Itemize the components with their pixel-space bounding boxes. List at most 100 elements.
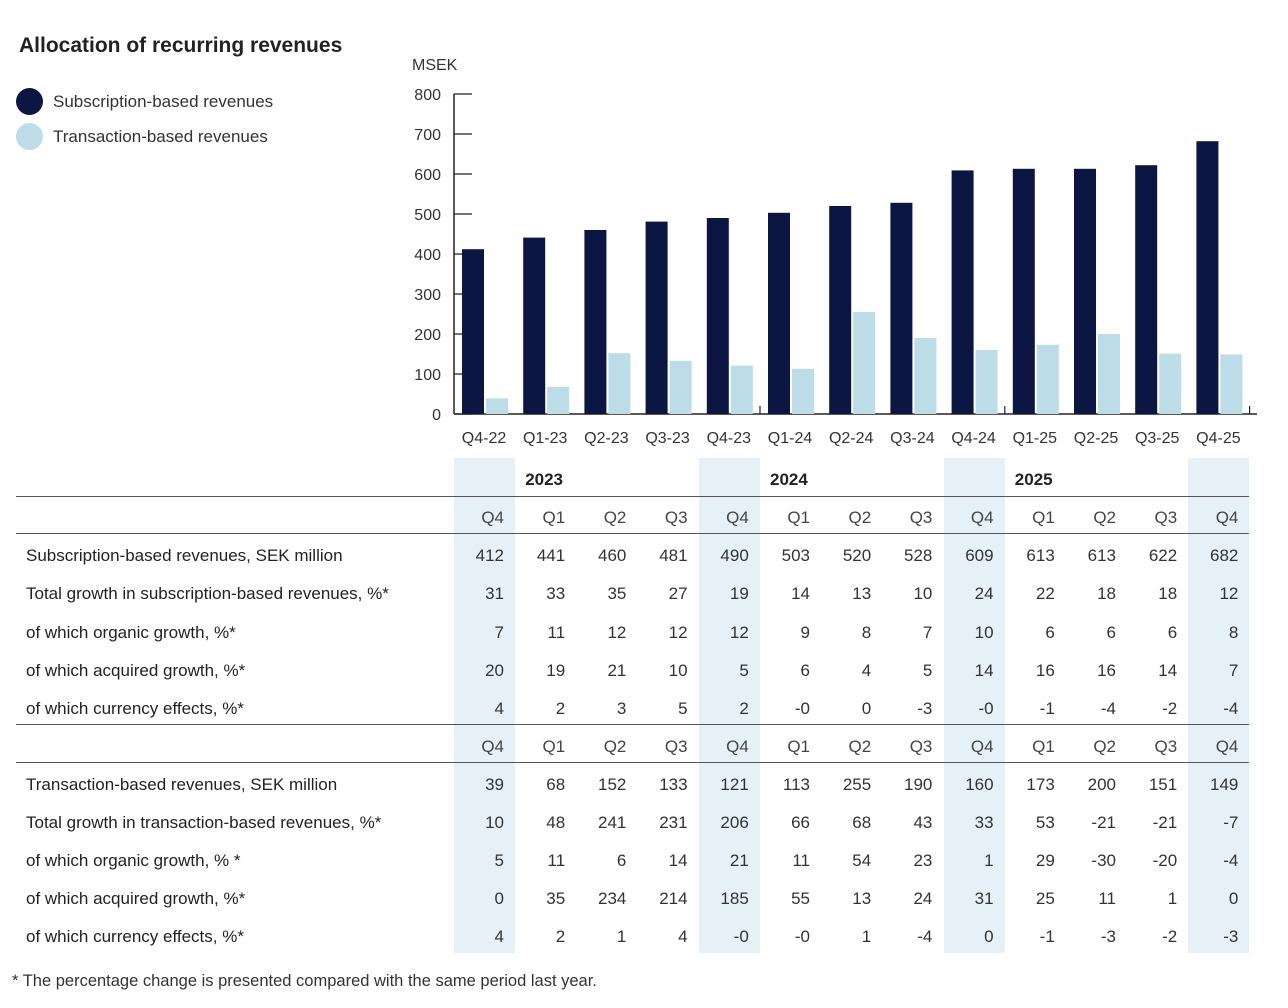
- table-cell: Q3: [1154, 508, 1178, 527]
- row-label: Subscription-based revenues, SEK million: [26, 546, 343, 565]
- table-cell: 3: [616, 699, 627, 719]
- table-cell: 682: [1210, 546, 1239, 565]
- legend-label-subscription: Subscription-based revenues: [53, 91, 274, 111]
- table-cell: 4: [678, 927, 688, 947]
- table-cell: -7: [1223, 813, 1239, 833]
- x-tick-label: Q4-23: [707, 430, 752, 447]
- y-tick-label: 200: [414, 327, 441, 344]
- table-cell: 7: [494, 622, 504, 642]
- table-cell: 441: [536, 546, 566, 565]
- table-row: of which acquired growth, %* 0 35 234 214 185…: [0, 880, 1288, 918]
- table-cell: 29: [1035, 851, 1055, 871]
- row-label: Transaction-based revenues, SEK million: [26, 775, 338, 794]
- table-cell: 460: [598, 546, 627, 565]
- table-cell: 55: [791, 889, 810, 909]
- table-cell: 2: [555, 699, 566, 719]
- table-cell: -0: [794, 927, 810, 947]
- table-row: Subscription-based revenues, SEK million…: [0, 537, 1288, 575]
- table-cell: 14: [1158, 660, 1178, 680]
- table-cell: 1: [616, 927, 627, 947]
- table-cell: 520: [842, 546, 872, 565]
- x-tick-label: Q1-24: [768, 430, 813, 447]
- table-rule: [16, 762, 1249, 763]
- table-cell: 206: [720, 813, 749, 833]
- legend-label-transaction: Transaction-based revenues: [53, 126, 268, 146]
- table-cell: 4: [494, 699, 504, 719]
- table-row: of which acquired growth, %* 20 19 21 10 5 6 4 5…: [0, 652, 1288, 690]
- bar-subscription: [1196, 141, 1219, 414]
- bar-transaction: [608, 353, 631, 414]
- table-cell: 503: [781, 546, 810, 565]
- x-tick-label: Q3-25: [1135, 430, 1180, 447]
- table-cell: 613: [1026, 546, 1055, 565]
- table-cell: 13: [852, 584, 872, 604]
- table-cell: 68: [546, 775, 566, 794]
- bar-subscription: [584, 230, 607, 414]
- table-cell: 5: [739, 660, 749, 680]
- year-header: 2025: [1014, 470, 1053, 489]
- table-cell: 33: [974, 813, 994, 833]
- table-cell: 231: [659, 813, 688, 833]
- x-tick-label: Q2-24: [829, 430, 874, 447]
- table-cell: Q1: [542, 737, 566, 756]
- table-cell: 5: [922, 660, 933, 680]
- table-cell: 7: [1228, 660, 1239, 680]
- x-tick-label: Q3-24: [890, 430, 935, 447]
- table-row: Total growth in transaction-based revenu…: [0, 804, 1288, 842]
- table-cell: 10: [974, 622, 994, 642]
- table-row: of which currency effects, %* 4 2 1 4 -0 -0 1 -4…: [0, 918, 1288, 956]
- table-cell: 68: [852, 813, 872, 833]
- table-cell: 18: [1158, 584, 1178, 604]
- y-tick-label: 500: [414, 207, 441, 224]
- table-cell: -21: [1152, 813, 1178, 833]
- table-cell: -30: [1091, 851, 1116, 871]
- table-cell: 234: [598, 889, 627, 909]
- y-tick-label: 700: [414, 127, 441, 144]
- bar-subscription: [1135, 165, 1158, 414]
- table-cell: 66: [791, 813, 810, 833]
- legend-swatch-subscription: [16, 88, 43, 115]
- table-cell: 53: [1035, 813, 1055, 833]
- highlight-band-q4: [454, 458, 515, 953]
- table-cell: Q2: [603, 508, 627, 527]
- footnote: * The percentage change is presented com…: [12, 972, 597, 990]
- table-cell: 25: [1035, 889, 1055, 909]
- table-cell: 10: [668, 660, 688, 680]
- table-cell: 200: [1087, 775, 1116, 794]
- table-cell: 35: [546, 889, 566, 909]
- table-cell: 490: [720, 546, 749, 565]
- table-cell: 528: [904, 546, 933, 565]
- table-cell: -0: [978, 699, 994, 719]
- bar-subscription: [829, 206, 852, 414]
- table-cell: -2: [1162, 699, 1178, 719]
- bar-transaction: [730, 365, 753, 414]
- table-cell: 481: [659, 546, 688, 565]
- bar-transaction: [486, 398, 508, 414]
- x-tick-label: Q1-23: [523, 430, 568, 447]
- table-cell: 7: [922, 622, 933, 642]
- table-cell: 1: [1167, 889, 1178, 909]
- highlight-band-q4: [943, 458, 1005, 953]
- table-cell: 255: [842, 775, 872, 794]
- table-cell: 23: [913, 851, 933, 871]
- table-cell: 6: [1045, 622, 1055, 642]
- table-row: of which currency effects, %* 4 2 3 5 2 -0 0 -3 -…: [0, 690, 1288, 728]
- table-rule: [16, 533, 1249, 534]
- x-tick-label: Q1-25: [1013, 430, 1058, 447]
- table-cell: 54: [852, 851, 872, 871]
- table-cell: 0: [984, 927, 994, 947]
- table-cell: Q3: [664, 508, 688, 527]
- table-cell: Q1: [787, 737, 810, 756]
- table-cell: -4: [1223, 851, 1239, 871]
- table-cell: Q1: [1032, 737, 1055, 756]
- bar-transaction: [792, 368, 814, 414]
- bar-transaction: [975, 350, 998, 414]
- bar-subscription: [1074, 168, 1096, 414]
- table-cell: -4: [1223, 699, 1239, 719]
- table-cell: 12: [668, 622, 688, 642]
- bar-subscription: [1012, 168, 1035, 414]
- table-cell: 5: [494, 851, 504, 871]
- row-label: of which acquired growth, %*: [26, 889, 246, 909]
- table-row: of which organic growth, % * 5 11 6 14 21 11 54…: [0, 842, 1288, 880]
- bar-subscription: [523, 237, 546, 414]
